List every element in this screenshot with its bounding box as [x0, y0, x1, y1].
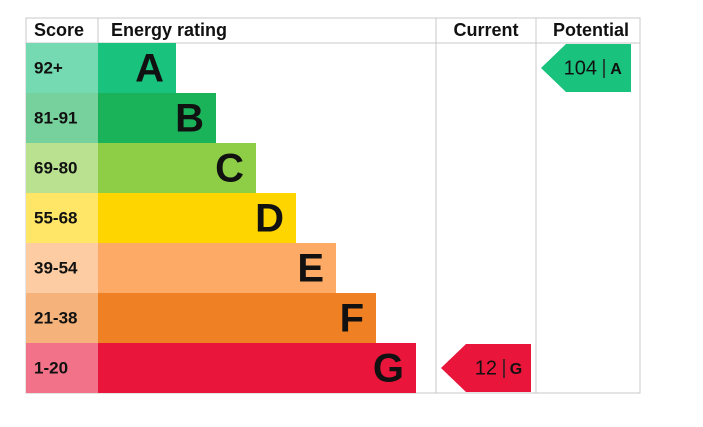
header-score: Score — [34, 20, 84, 40]
score-range: 92+ — [34, 58, 63, 77]
score-range: 69-80 — [34, 158, 77, 177]
score-range: 21-38 — [34, 308, 77, 327]
rating-letter: A — [135, 47, 164, 91]
rating-letter: C — [215, 147, 244, 191]
score-cell-tint — [26, 243, 98, 293]
potential-arrow — [541, 44, 631, 92]
header-current: Current — [453, 20, 518, 40]
score-cell — [26, 343, 98, 393]
rating-bar — [98, 293, 376, 343]
rating-letter: E — [297, 247, 324, 291]
rating-bar — [98, 93, 216, 143]
score-cell — [26, 293, 98, 343]
score-cell — [26, 43, 98, 93]
score-cell-tint — [26, 293, 98, 343]
rating-letter: G — [373, 347, 404, 391]
rating-bar — [98, 193, 296, 243]
potential-letter: A — [610, 61, 622, 78]
rating-bar — [98, 243, 336, 293]
current-arrow — [441, 344, 531, 392]
score-cell — [26, 243, 98, 293]
rating-bar — [98, 343, 416, 393]
header-rating: Energy rating — [111, 20, 227, 40]
score-cell-tint — [26, 43, 98, 93]
score-range: 1-20 — [34, 358, 68, 377]
score-cell — [26, 93, 98, 143]
rating-letter: D — [255, 197, 284, 241]
rating-letter: F — [340, 297, 364, 341]
current-letter: G — [510, 361, 522, 378]
score-cell-tint — [26, 343, 98, 393]
score-cell-tint — [26, 143, 98, 193]
current-value: 12 — [475, 357, 497, 379]
score-cell — [26, 193, 98, 243]
score-range: 81-91 — [34, 108, 77, 127]
score-range: 39-54 — [34, 258, 78, 277]
score-cell-tint — [26, 93, 98, 143]
rating-bar — [98, 143, 256, 193]
score-range: 55-68 — [34, 208, 77, 227]
header-potential: Potential — [553, 20, 629, 40]
score-cell — [26, 143, 98, 193]
rating-letter: B — [175, 97, 204, 141]
rating-bar — [98, 43, 176, 93]
score-cell-tint — [26, 193, 98, 243]
potential-value: 104 — [564, 57, 597, 79]
